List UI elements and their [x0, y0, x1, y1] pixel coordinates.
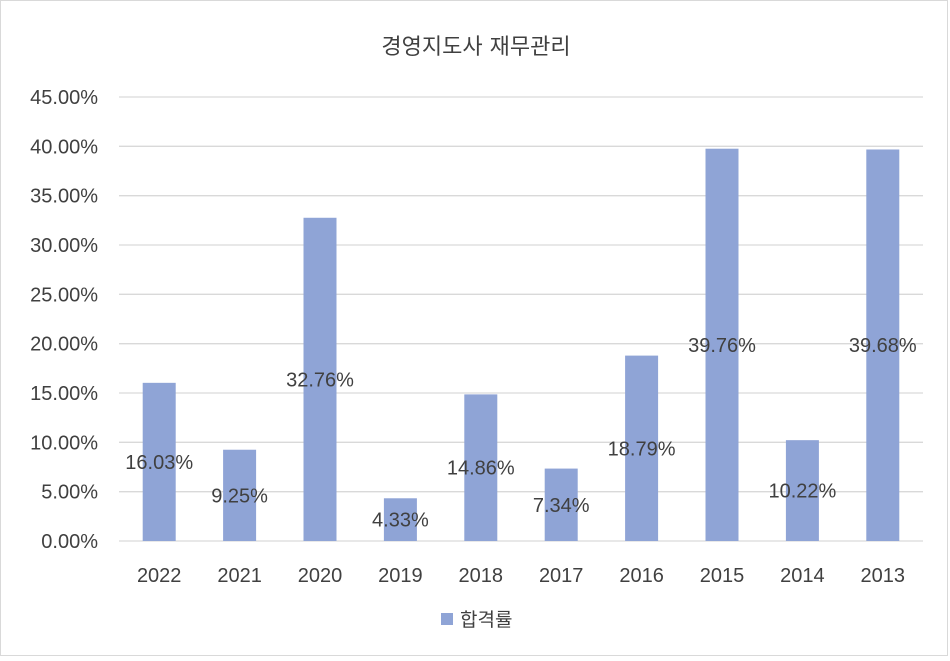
data-label: 7.34%: [533, 495, 590, 517]
data-label: 10.22%: [768, 481, 836, 503]
bar: [383, 498, 417, 541]
data-label: 18.79%: [608, 438, 676, 460]
x-tick-label: 2022: [137, 565, 182, 587]
x-tick-label: 2019: [378, 565, 423, 587]
bar: [544, 468, 578, 541]
bar: [142, 382, 176, 541]
x-tick-label: 2021: [217, 565, 262, 587]
x-tick-label: 2014: [780, 565, 825, 587]
bar: [866, 149, 900, 541]
chart-title: 경영지도사 재무관리: [381, 35, 570, 60]
y-tick-label: 5.00%: [41, 482, 98, 504]
data-label: 16.03%: [125, 452, 193, 474]
data-label: 32.76%: [286, 369, 354, 391]
y-tick-label: 40.00%: [30, 136, 98, 158]
y-tick-label: 0.00%: [41, 531, 98, 553]
y-tick-label: 20.00%: [30, 334, 98, 356]
legend-label: 합격률: [460, 609, 512, 631]
bars: [142, 148, 900, 541]
data-label: 9.25%: [211, 485, 268, 507]
x-tick-label: 2020: [298, 565, 343, 587]
data-labels: 16.03% 9.25% 32.76% 4.33% 14.86% 7.34% 18.79% 3…: [125, 335, 917, 532]
data-label: 4.33%: [372, 510, 429, 532]
bar: [303, 217, 337, 541]
y-tick-label: 45.00%: [30, 87, 98, 109]
bar: [223, 449, 257, 541]
x-tick-label: 2017: [539, 565, 584, 587]
data-label: 14.86%: [447, 458, 515, 480]
x-tick-label: 2016: [619, 565, 664, 587]
bar: [705, 148, 739, 541]
legend: 합격률: [441, 609, 512, 631]
y-tick-label: 35.00%: [30, 186, 98, 208]
data-label: 39.76%: [688, 335, 756, 357]
y-tick-label: 15.00%: [30, 383, 98, 405]
bar: [464, 394, 498, 541]
bar: [625, 355, 659, 541]
x-tick-label: 2015: [700, 565, 745, 587]
data-label: 39.68%: [849, 335, 917, 357]
x-tick-label: 2018: [459, 565, 504, 587]
x-axis-tick-labels: 2022 2021 2020 2019 2018 2017 2016 2015 2014 2013: [137, 565, 905, 587]
y-tick-label: 30.00%: [30, 235, 98, 257]
legend-swatch: [441, 613, 453, 625]
x-tick-label: 2013: [861, 565, 906, 587]
y-tick-label: 10.00%: [30, 432, 98, 454]
y-tick-label: 25.00%: [30, 284, 98, 306]
y-axis-tick-labels: 0.00% 5.00% 10.00% 15.00% 20.00% 25.00% 30.00%…: [30, 87, 98, 553]
bar: [785, 440, 819, 541]
